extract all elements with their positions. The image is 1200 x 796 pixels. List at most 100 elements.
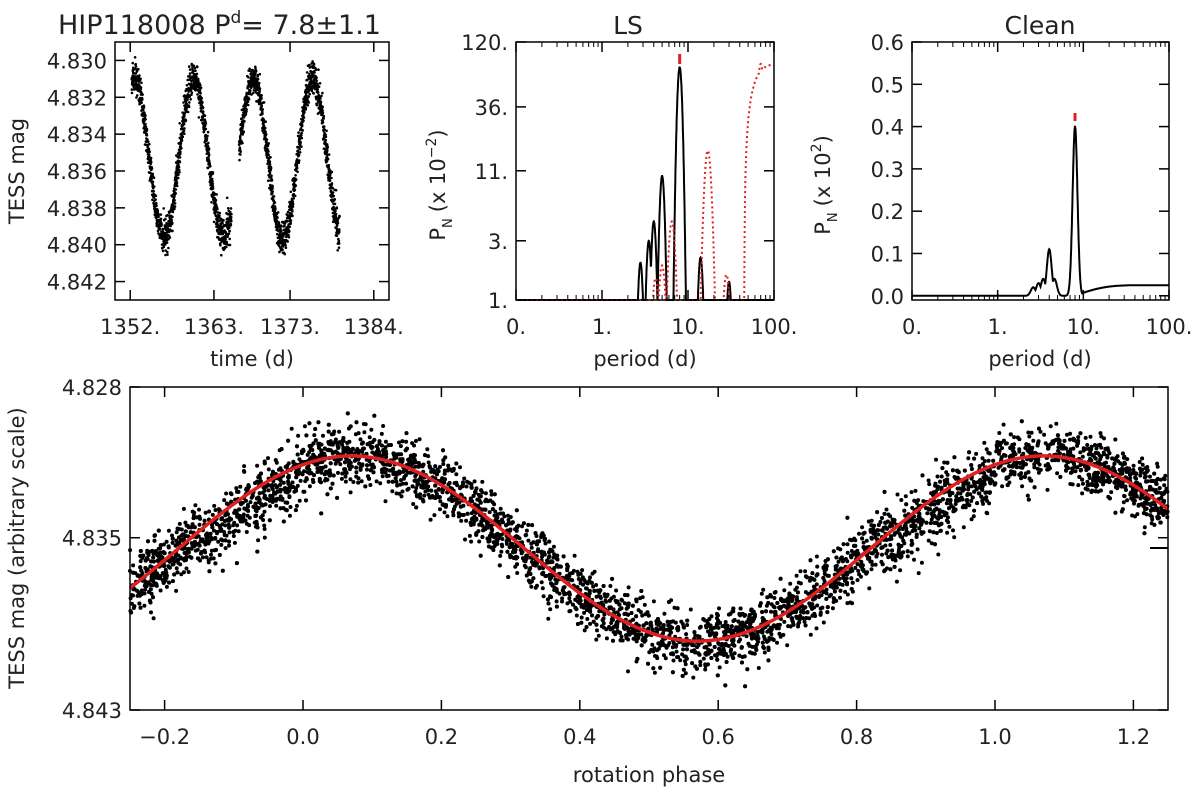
y-tick-label: 0.5 (871, 73, 904, 97)
phase-point (1068, 437, 1072, 442)
phase-point (982, 459, 987, 464)
lightcurve-point (165, 221, 168, 225)
phase-point (681, 647, 686, 652)
lightcurve-point (167, 230, 171, 234)
lightcurve-point (195, 72, 199, 76)
lightcurve-point (133, 56, 137, 59)
lightcurve-point (299, 141, 303, 144)
lightcurve-point (215, 203, 218, 207)
lightcurve-point (176, 176, 180, 180)
phase-point (814, 626, 819, 631)
lightcurve-point (294, 178, 298, 181)
phase-point (762, 650, 767, 655)
phase-point (1162, 483, 1167, 488)
lightcurve-point (152, 185, 156, 188)
lightcurve-point (326, 145, 330, 148)
phase-point (769, 609, 773, 614)
phase-point (997, 431, 1002, 435)
phase-point (438, 499, 443, 504)
lightcurve-point (184, 119, 188, 122)
lightcurve-point (147, 158, 150, 161)
lightcurve-point (157, 213, 160, 216)
phase-point (772, 596, 777, 600)
lightcurve-point (201, 100, 204, 104)
ls-window-curve (516, 62, 775, 301)
phase-point (927, 529, 932, 534)
lightcurve-point (338, 230, 341, 234)
lightcurve-point (161, 227, 165, 231)
lightcurve-point (189, 98, 192, 101)
y-tick-label: 0.0 (871, 285, 904, 309)
phase-point (1131, 463, 1136, 468)
phase-point (446, 463, 451, 468)
lightcurve-point (258, 72, 262, 76)
lightcurve-point (134, 62, 137, 66)
lightcurve-point (144, 125, 148, 129)
lightcurve-point (144, 118, 147, 121)
phase-point (193, 503, 198, 508)
lightcurve-point (288, 229, 291, 233)
lightcurve-point (160, 222, 163, 226)
x-tick-label: 100. (1146, 315, 1193, 339)
lightcurve-point (197, 79, 200, 83)
lightcurve-point (149, 156, 153, 160)
lightcurve-point (208, 159, 211, 163)
lightcurve-point (243, 120, 246, 123)
phase-point (1154, 481, 1159, 486)
lightcurve-point (155, 204, 158, 207)
lightcurve-point (312, 62, 316, 66)
phase-point (604, 636, 609, 641)
lightcurve-point (203, 118, 207, 121)
phase-point (642, 602, 647, 607)
lightcurve-point (186, 110, 190, 114)
lightcurve-point (261, 108, 265, 111)
lightcurve-point (151, 180, 155, 184)
lightcurve-point (180, 139, 184, 142)
clean-title: Clean (1005, 11, 1076, 40)
phase-point (986, 458, 991, 463)
lightcurve-point (320, 94, 323, 98)
lightcurve-point (229, 207, 233, 210)
lightcurve-point (267, 179, 270, 182)
y-tick-label: 0.4 (871, 116, 904, 140)
phase-point (814, 582, 819, 587)
phase-point (332, 450, 336, 455)
phase-point (467, 533, 472, 538)
ls-periodogram-curve (516, 66, 774, 301)
phase-point (383, 439, 388, 444)
phase-point (744, 634, 749, 639)
x-tick-label: 100. (751, 315, 798, 339)
phase-point (483, 491, 488, 496)
lightcurve-point (159, 217, 163, 221)
lightcurve-point (315, 79, 319, 83)
phase-point (1035, 466, 1040, 471)
y-tick-label: 36. (475, 96, 508, 120)
lightcurve-point (291, 205, 295, 208)
phase-point (190, 509, 195, 514)
phase-point (170, 533, 174, 538)
lightcurve-point (324, 138, 328, 142)
lightcurve-point (196, 65, 199, 69)
y-tick-label: 0.3 (871, 158, 904, 182)
phase-point (546, 616, 551, 621)
phase-point (843, 589, 848, 594)
lightcurve-point (188, 95, 191, 98)
phase-point (567, 609, 572, 614)
lightcurve-point (222, 219, 225, 222)
lightcurve-point (167, 227, 170, 231)
phase-point (845, 592, 850, 597)
phase-point (210, 512, 215, 517)
phase-point (670, 645, 675, 650)
phase-point (343, 479, 348, 484)
phase-point (580, 568, 585, 573)
lightcurve-point (206, 134, 209, 138)
lightcurve-point (206, 166, 210, 170)
phase-point (411, 502, 416, 506)
lightcurve-point (211, 182, 215, 186)
lightcurve-point (334, 209, 337, 213)
lightcurve-point (171, 229, 174, 233)
y-tick-label: 1. (488, 289, 508, 313)
lightcurve-point (283, 224, 286, 228)
clean-ylabel-exp: 2 (809, 143, 825, 152)
lightcurve-point (150, 177, 154, 180)
